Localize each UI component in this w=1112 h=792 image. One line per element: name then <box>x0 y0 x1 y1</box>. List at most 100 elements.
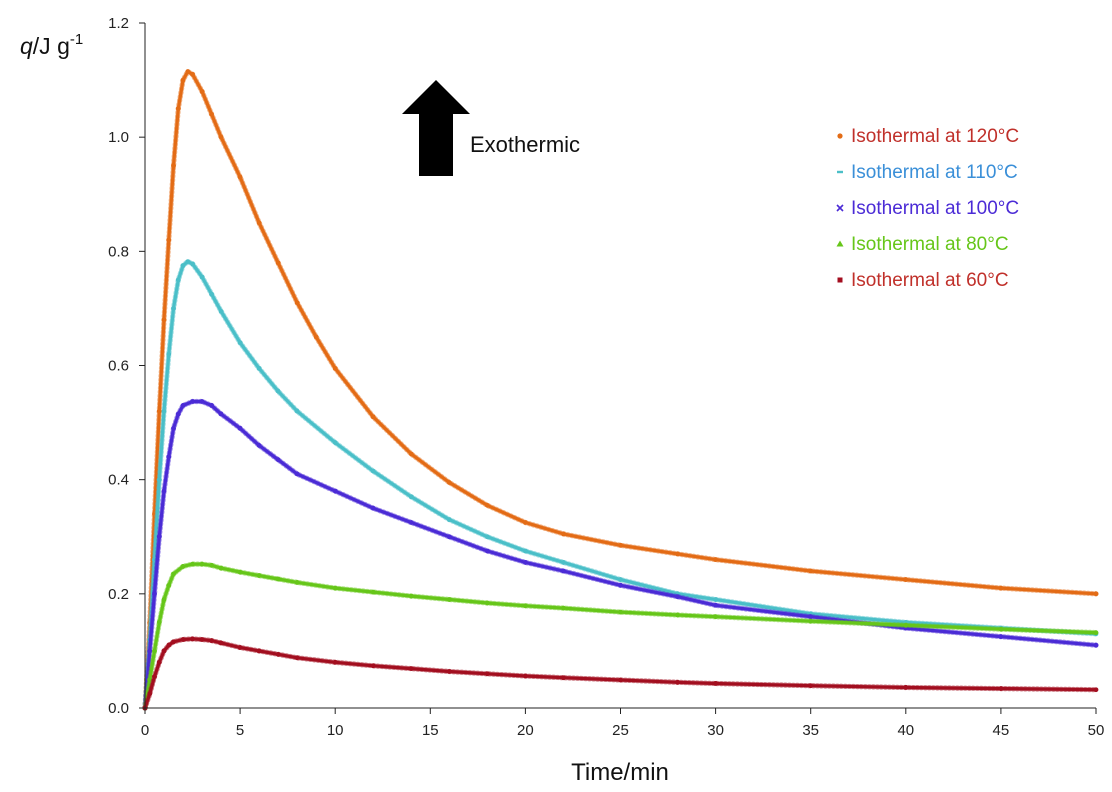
data-point <box>523 603 528 609</box>
data-point <box>180 637 186 642</box>
data-point <box>171 163 176 169</box>
data-point <box>618 609 623 615</box>
data-point <box>156 534 162 540</box>
data-point <box>332 488 338 494</box>
data-point <box>713 602 718 608</box>
data-point <box>903 622 909 628</box>
series-line <box>143 260 1098 710</box>
data-point <box>171 306 176 311</box>
data-point <box>275 651 281 657</box>
data-point <box>152 591 157 597</box>
data-point <box>161 408 167 414</box>
data-point <box>209 111 214 117</box>
up-arrow-icon <box>402 80 470 176</box>
series <box>142 258 1099 711</box>
legend-marker <box>837 170 843 174</box>
data-point <box>294 655 300 661</box>
y-tick-label: 0.0 <box>108 700 129 717</box>
data-point <box>171 571 176 577</box>
x-tick-label: 15 <box>422 722 439 739</box>
data-point <box>209 403 214 408</box>
data-point <box>218 308 224 314</box>
data-point <box>675 612 680 618</box>
data-point <box>523 560 528 565</box>
data-point <box>275 388 281 394</box>
x-axis-title: Time/min <box>571 759 669 786</box>
data-point <box>190 71 195 77</box>
data-point <box>370 414 376 420</box>
data-point <box>808 683 814 689</box>
data-point <box>256 443 262 448</box>
data-point <box>161 488 167 494</box>
data-point <box>446 669 452 674</box>
series-line <box>143 637 1098 710</box>
data-point <box>156 619 162 625</box>
data-point <box>370 663 376 669</box>
data-point <box>218 134 224 140</box>
y-tick-label: 0.2 <box>108 586 129 603</box>
data-point <box>332 659 338 665</box>
legend-label: Isothermal at 100°C <box>851 198 1019 219</box>
data-point <box>199 561 205 567</box>
data-point <box>209 638 214 644</box>
data-point <box>152 674 157 680</box>
legend-item: Isothermal at 80°C <box>836 234 1009 255</box>
x-tick-label: 45 <box>993 722 1010 739</box>
data-point <box>199 399 205 404</box>
x-tick-label: 25 <box>612 722 629 739</box>
data-point <box>408 666 414 672</box>
series-markers <box>142 636 1099 711</box>
axis-ticks: 0 5 10 15 20 25 30 35 40 45 50 0.0 0.2 0.4 0.6 0.8 1.0 1.… <box>108 15 1104 739</box>
legend-label: Isothermal at 120°C <box>851 126 1019 147</box>
legend-marker <box>836 204 844 212</box>
data-point <box>713 614 718 620</box>
data-point <box>237 174 243 180</box>
data-point <box>1093 642 1099 648</box>
data-point <box>294 580 300 585</box>
data-point <box>147 691 153 697</box>
data-point <box>275 457 281 463</box>
data-point <box>523 548 528 554</box>
data-point <box>275 260 281 266</box>
data-point <box>446 480 452 485</box>
legend-label: Isothermal at 110°C <box>851 162 1018 183</box>
data-point <box>713 681 718 686</box>
data-point <box>332 440 338 445</box>
data-point <box>370 505 376 511</box>
y-tick-label: 0.6 <box>108 358 129 375</box>
legend-label: Isothermal at 80°C <box>851 234 1009 255</box>
data-point <box>561 675 566 681</box>
data-point <box>561 605 566 611</box>
data-point <box>408 593 414 599</box>
data-point <box>408 451 414 457</box>
data-point <box>166 642 172 648</box>
x-tick-label: 35 <box>802 722 819 739</box>
legend-marker <box>837 133 843 139</box>
data-point <box>180 564 186 569</box>
data-point <box>408 520 414 525</box>
data-point <box>190 561 195 567</box>
legend-marker <box>836 240 844 247</box>
data-point <box>1093 591 1099 597</box>
legend: Isothermal at 120°C Isothermal at 110°C Is… <box>836 126 1019 291</box>
data-point <box>484 548 490 554</box>
data-point <box>199 89 205 94</box>
legend-marker <box>837 277 843 283</box>
x-tick-label: 30 <box>707 722 724 739</box>
data-point <box>998 585 1004 591</box>
y-tick-label: 0.8 <box>108 243 129 260</box>
series-markers <box>142 258 1099 711</box>
data-point <box>218 565 224 571</box>
data-point <box>294 300 300 306</box>
data-point <box>446 597 452 602</box>
data-point <box>256 573 262 578</box>
data-point <box>808 614 814 620</box>
data-point <box>185 259 191 265</box>
data-point <box>147 648 153 654</box>
data-point <box>618 577 623 582</box>
data-point <box>1093 630 1099 636</box>
y-tick-label: 1.2 <box>108 15 129 32</box>
data-point <box>523 520 528 525</box>
legend-item: Isothermal at 120°C <box>837 126 1019 147</box>
data-point <box>998 686 1004 691</box>
